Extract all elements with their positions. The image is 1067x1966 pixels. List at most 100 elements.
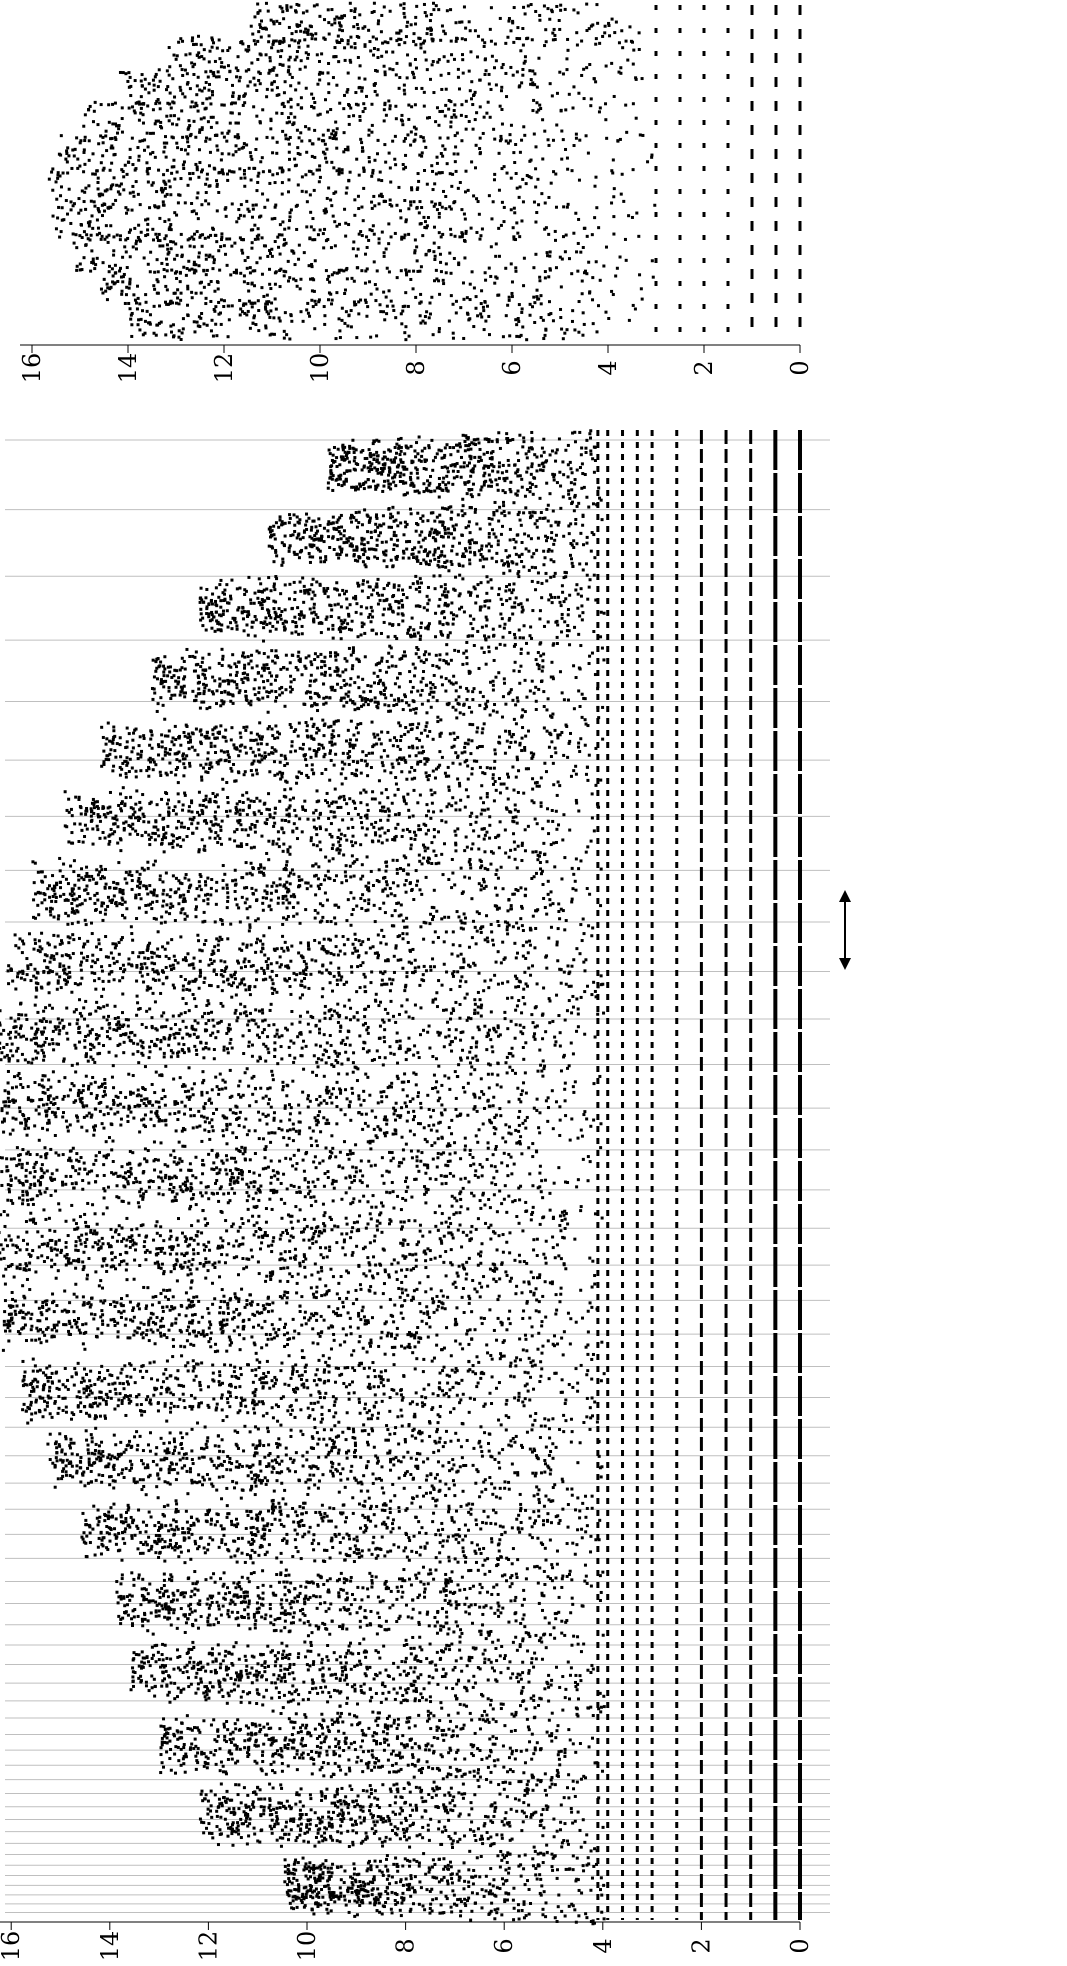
main-point xyxy=(141,1665,145,1669)
main-point xyxy=(304,1895,308,1899)
main-point xyxy=(409,1877,413,1881)
main-point xyxy=(520,1689,524,1693)
main-point xyxy=(309,1887,313,1891)
main-point xyxy=(93,1452,97,1456)
main-point xyxy=(109,1528,113,1532)
main-point xyxy=(513,1729,517,1733)
main-point xyxy=(327,1519,331,1523)
main-point xyxy=(227,1615,231,1619)
main-point xyxy=(450,1842,454,1846)
main-point xyxy=(384,1369,388,1373)
main-point xyxy=(253,1451,257,1455)
main-point xyxy=(97,1473,101,1477)
main-point xyxy=(499,1611,503,1615)
main-point xyxy=(448,1648,452,1652)
main-point xyxy=(240,1536,244,1540)
main-point xyxy=(584,1515,588,1519)
main-point xyxy=(487,1441,491,1445)
main-point xyxy=(157,1477,161,1481)
main-point xyxy=(353,1819,357,1823)
main-point xyxy=(221,1381,225,1385)
main-point xyxy=(371,1734,375,1738)
main-point xyxy=(269,1743,273,1747)
main-point xyxy=(203,1551,207,1555)
main-point xyxy=(517,1391,521,1395)
main-point xyxy=(283,1672,287,1676)
main-point xyxy=(537,1509,541,1513)
main-point xyxy=(312,1864,316,1868)
main-point xyxy=(227,1694,231,1698)
main-point xyxy=(579,1650,583,1654)
main-point xyxy=(269,1726,273,1730)
main-point xyxy=(417,1699,421,1703)
main-point xyxy=(30,1412,34,1416)
main-point xyxy=(223,1597,227,1601)
main-point xyxy=(507,1480,511,1484)
main-point xyxy=(495,1886,499,1890)
main-point xyxy=(337,1765,341,1769)
main-point xyxy=(310,1435,314,1439)
main-point xyxy=(219,1782,223,1786)
main-point xyxy=(454,1694,458,1698)
main-point xyxy=(219,1396,223,1400)
main-point xyxy=(489,1606,493,1610)
main-point xyxy=(303,1532,307,1536)
main-point xyxy=(554,1736,558,1740)
main-point xyxy=(386,1438,390,1442)
main-point xyxy=(222,1722,226,1726)
main-point xyxy=(348,1769,352,1773)
main-point xyxy=(266,1479,270,1483)
main-point xyxy=(183,1531,187,1535)
main-point xyxy=(308,1822,312,1826)
main-point xyxy=(169,1600,173,1604)
main-point xyxy=(336,1689,340,1693)
main-point xyxy=(343,1485,347,1489)
main-point xyxy=(318,1595,322,1599)
main-point xyxy=(278,1727,282,1731)
main-point xyxy=(282,1649,286,1653)
main-point xyxy=(300,1373,304,1377)
main-point xyxy=(572,1787,576,1791)
main-point xyxy=(308,1473,312,1477)
main-point xyxy=(229,1689,233,1693)
main-point xyxy=(22,1402,26,1406)
main-point xyxy=(196,1751,200,1755)
main-point xyxy=(465,1503,469,1507)
main-point xyxy=(202,1478,206,1482)
main-point xyxy=(261,1479,265,1483)
main-point xyxy=(466,1528,470,1532)
main-point xyxy=(288,1590,292,1594)
main-point xyxy=(530,1364,534,1368)
main-point xyxy=(176,1405,180,1409)
main-point xyxy=(185,1432,189,1436)
main-point xyxy=(94,1478,98,1482)
main-point xyxy=(196,1626,200,1630)
main-point xyxy=(542,1594,546,1598)
main-point xyxy=(272,1807,276,1811)
main-point xyxy=(200,1820,204,1824)
main-point xyxy=(212,1718,216,1722)
main-point xyxy=(550,1711,554,1715)
main-point xyxy=(311,1662,315,1666)
main-point xyxy=(319,1864,323,1868)
main-point xyxy=(464,1555,468,1559)
main-point xyxy=(536,1492,540,1496)
main-point xyxy=(341,1588,345,1592)
main-point xyxy=(451,1839,455,1843)
main-point xyxy=(351,1366,355,1370)
main-point xyxy=(389,1499,393,1503)
main-point xyxy=(359,1455,363,1459)
main-point xyxy=(320,1834,324,1838)
main-point xyxy=(244,1820,248,1824)
main-point xyxy=(396,1459,400,1463)
main-point xyxy=(126,1603,130,1607)
main-point xyxy=(365,1667,369,1671)
main-point xyxy=(204,1519,208,1523)
main-point xyxy=(56,1477,60,1481)
main-point xyxy=(228,1602,232,1606)
main-point xyxy=(295,1791,299,1795)
main-point xyxy=(332,1753,336,1757)
main-point xyxy=(119,1440,123,1444)
main-point xyxy=(498,1466,502,1470)
main-point xyxy=(190,1728,194,1732)
